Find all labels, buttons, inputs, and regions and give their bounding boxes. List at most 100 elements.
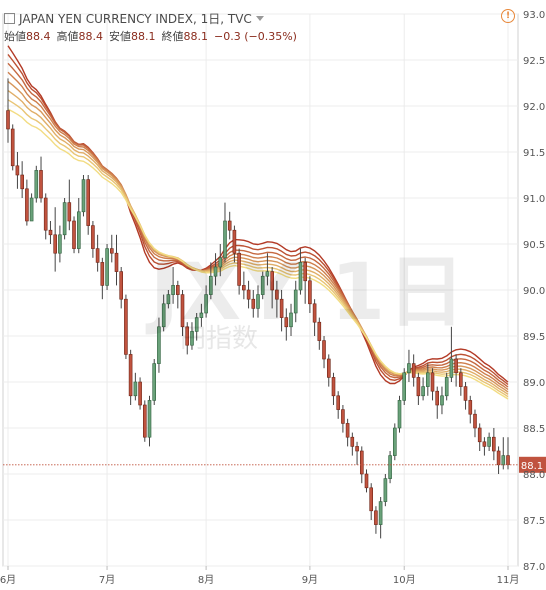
candle-body [317,321,322,341]
candle-body [227,220,232,231]
candle-body [416,377,421,397]
candle-body [374,510,378,525]
name-watermark: 円指数 [180,324,259,354]
candle-body [213,266,218,277]
candle-body [491,436,496,452]
candle-body [100,262,105,286]
candle-body [506,455,510,466]
ma-line [7,108,509,400]
candle-body [176,285,180,295]
candle-body [53,234,58,254]
candle-body [25,188,29,222]
collapse-box-icon[interactable] [4,13,15,24]
candle-body [378,501,383,525]
candle-body [336,395,341,410]
candle-body [359,450,364,475]
candle-body [91,225,95,249]
symbol-watermark: JXY 1日 [150,248,468,338]
candle-body [6,110,10,130]
candle-body [350,436,355,447]
price-axis[interactable]: 93.0 92.5 92.0 91.5 91.0 90.5 90.0 89.5 89.0 88.5… [523,10,545,573]
candle-body [411,363,416,378]
candle-body [303,262,308,282]
y-tick-label: 93.0 [523,10,545,21]
candle-body [487,436,491,447]
candle-body [402,372,407,401]
y-tick-label: 92.5 [523,56,545,67]
candle-body [293,289,298,314]
candle-body [407,363,411,374]
candle-body [496,450,501,466]
y-tick-label: 90.0 [523,286,545,297]
candle-body [251,298,256,309]
open-label: 始値 [4,30,26,43]
symbol-title-text: JAPAN YEN CURRENCY INDEX, 1日, TVC [19,12,252,26]
candle-body [110,248,114,254]
warning-icon[interactable]: ! [501,9,515,23]
x-tick-label: 7月 [99,574,115,586]
candle-body [468,400,473,415]
candle-body [48,229,53,236]
candle-body [256,294,260,309]
candle-body [147,400,152,438]
candle-body [237,252,241,286]
moving-average-ribbon [7,45,509,400]
candle-body [72,220,76,249]
candle-body [152,363,156,401]
candle-body [204,294,208,314]
x-tick-label: 9月 [302,574,318,586]
candle-body [39,170,43,199]
candle-body [128,354,133,397]
candle-body [284,317,289,328]
y-tick-label: 88.5 [523,424,545,435]
candle-body [171,285,175,295]
candle-body [232,229,237,254]
ma-line [7,62,509,388]
candle-body [242,285,246,291]
candle-body [86,179,90,226]
close-value: 88.1 [183,30,209,43]
candle-body [440,395,444,406]
candle-body [435,390,440,406]
x-tick-label: 11月 [497,574,520,586]
candle-body [105,248,109,286]
low-value: 88.1 [131,30,156,43]
close-label: 終値 [161,30,184,43]
y-tick-label: 90.5 [523,240,545,251]
y-tick-label: 87.5 [523,516,545,527]
ma-line [7,71,509,391]
candle-body [194,317,199,332]
candle-body [279,298,284,318]
candle-body [58,234,62,254]
last-price-label: 88.1 [521,461,543,472]
candle-body [138,381,142,406]
symbol-title[interactable]: JAPAN YEN CURRENCY INDEX, 1日, TVC [4,10,264,27]
candle-body [67,202,72,222]
candle-body [449,358,454,378]
chevron-down-icon[interactable] [255,16,264,21]
candle-body [62,202,67,236]
candle-body [425,372,430,387]
candle-body [29,197,34,222]
candle-body [166,294,171,305]
candle-body [392,427,397,456]
candle-body [289,312,293,328]
ma-line [7,90,509,395]
candle-body [383,478,388,502]
candle-body [20,174,25,190]
candle-body [209,275,213,295]
candle-body [454,358,458,374]
candle-body [199,312,204,318]
candle-body [265,271,270,277]
last-price-line: 88.1 [3,456,546,473]
candle-body [308,280,312,305]
time-axis[interactable]: 6月 7月 8月 9月 10月 11月 [0,566,519,586]
high-label: 高値 [56,30,79,43]
open-value: 88.4 [26,30,51,43]
candlestick-series [6,78,510,539]
candle-body [473,413,477,429]
candle-body [119,271,123,300]
candle-body [275,289,279,300]
candle-body [430,372,435,392]
